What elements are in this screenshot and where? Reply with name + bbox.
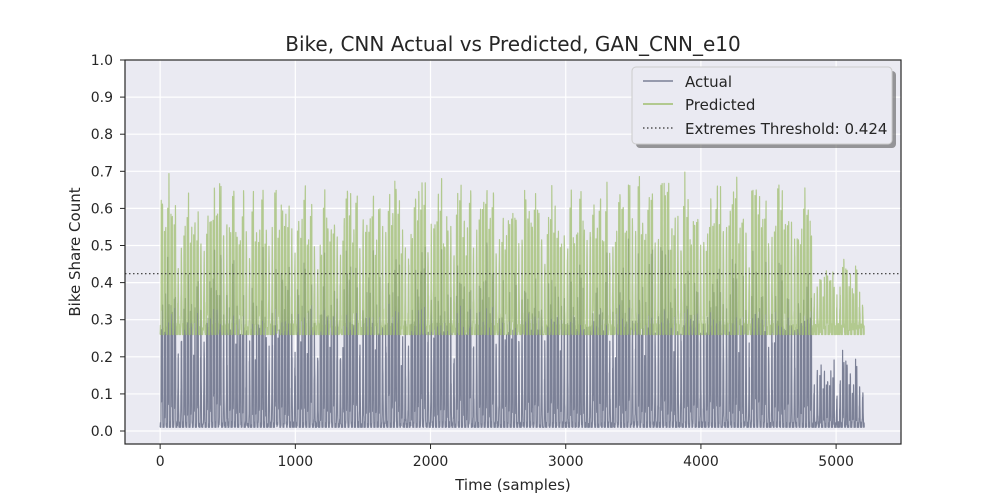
legend-label-actual: Actual	[685, 73, 732, 91]
y-tick-label: 0.6	[91, 201, 113, 217]
y-tick-label: 1.0	[91, 53, 113, 69]
x-axis-ticks: 0 1000 2000 3000 4000 5000	[156, 444, 854, 470]
x-tick-label: 4000	[683, 454, 719, 470]
legend: Actual Predicted Extremes Threshold: 0.4…	[631, 66, 896, 148]
x-tick-label: 2000	[413, 454, 449, 470]
legend-label-predicted: Predicted	[685, 96, 755, 114]
y-tick-label: 0.0	[91, 424, 113, 440]
x-tick-label: 1000	[278, 454, 314, 470]
chart-title: Bike, CNN Actual vs Predicted, GAN_CNN_e…	[285, 32, 740, 56]
x-tick-label: 0	[156, 454, 165, 470]
y-tick-label: 0.1	[91, 387, 113, 403]
series-line-actual	[159, 238, 865, 428]
series-line-predicted	[159, 171, 865, 336]
x-tick-label: 3000	[548, 454, 584, 470]
y-tick-label: 0.7	[91, 164, 113, 180]
legend-label-threshold: Extremes Threshold: 0.424	[685, 120, 887, 138]
y-axis-ticks: 0.0 0.1 0.2 0.3 0.4 0.5 0.6 0.7 0.8 0.9 1.0	[91, 53, 125, 440]
y-tick-label: 0.9	[91, 90, 113, 106]
x-tick-label: 5000	[818, 454, 854, 470]
y-axis-label: Bike Share Count	[66, 187, 84, 316]
y-tick-label: 0.2	[91, 350, 113, 366]
x-axis-label: Time (samples)	[454, 476, 571, 494]
y-tick-label: 0.5	[91, 239, 113, 255]
y-tick-label: 0.4	[91, 276, 113, 292]
plot-frame	[124, 59, 902, 445]
y-tick-label: 0.8	[91, 127, 113, 143]
y-tick-label: 0.3	[91, 313, 113, 329]
legend-box	[631, 66, 893, 145]
series-layer	[159, 171, 865, 428]
